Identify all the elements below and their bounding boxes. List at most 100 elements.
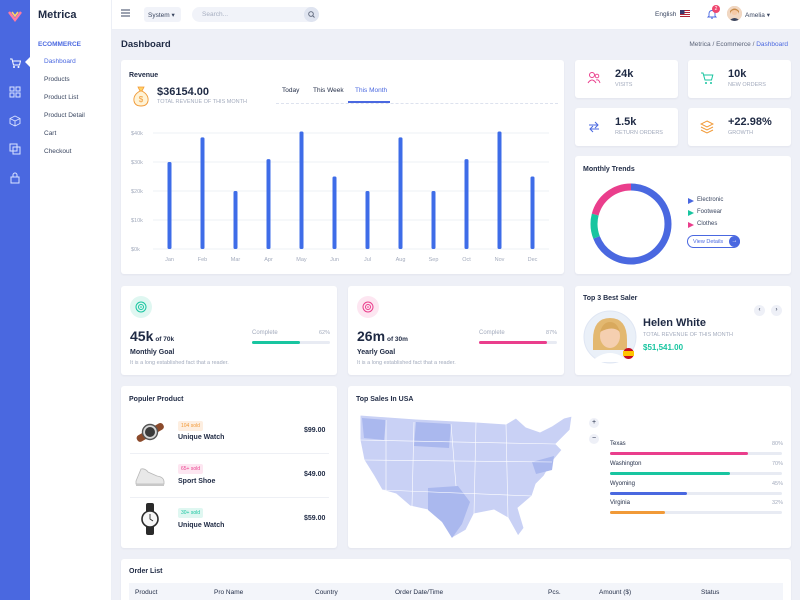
breadcrumb-ecommerce[interactable]: Ecommerce	[716, 41, 751, 48]
bar-sep[interactable]	[431, 191, 436, 249]
state-texas: Texas	[610, 441, 626, 447]
bar-jun[interactable]	[332, 176, 337, 250]
col-pro-name[interactable]: Pro Name	[214, 589, 244, 596]
search-icon[interactable]	[304, 7, 319, 22]
wyoming-region	[414, 422, 451, 448]
revenue-bar-chart: $0k $10k $20k $30k $40k Jan Feb Mar Apr May Jun Jul…	[131, 131, 549, 263]
system-select[interactable]: System ▾	[144, 7, 181, 22]
nav-item-dashboard[interactable]: Dashboard	[44, 58, 76, 65]
texas-region	[428, 486, 470, 538]
breadcrumb-metrica[interactable]: Metrica	[689, 41, 711, 48]
user-menu[interactable]: Amelia ▾	[745, 11, 770, 19]
monthly-goal-value: 45k	[130, 328, 154, 344]
state-virginia: Virginia	[610, 500, 630, 506]
next-saler-button[interactable]: ›	[771, 305, 782, 316]
sold-badge: 104 sold	[178, 421, 203, 431]
x-tick-label: Sep	[429, 257, 439, 263]
nav-item-product-detail[interactable]: Product Detail	[44, 112, 85, 119]
yearly-goal-pct: 87%	[546, 330, 558, 336]
revenue-card: Revenue $ $36154.00 TOTAL REVENUE OF THI…	[121, 60, 564, 274]
zoom-out-button[interactable]: −	[589, 434, 599, 444]
order-list-title: Order List	[129, 568, 163, 575]
arrow-right-icon[interactable]: →	[729, 236, 740, 247]
legend-clothes: Clothes	[697, 221, 718, 227]
users-icon	[587, 72, 601, 84]
saler-subtitle: TOTAL REVENUE OF THIS MONTH	[643, 332, 733, 338]
side-navigation: Metrica ECOMMERCE Dashboard Products Pro…	[30, 0, 112, 600]
yearly-goal-title: Yearly Goal	[357, 349, 396, 356]
stat-growth-label: GROWTH	[728, 130, 754, 136]
yearly-goal-value: 26m	[357, 328, 386, 344]
us-flag-icon[interactable]	[680, 10, 690, 17]
user-avatar[interactable]	[727, 6, 742, 21]
legend-marker-electronic	[688, 198, 694, 204]
col-pcs[interactable]: Pcs.	[548, 589, 561, 596]
col-order-date[interactable]: Order Date/Time	[395, 589, 444, 596]
y-tick-label: $30k	[131, 160, 143, 166]
language-select[interactable]: English	[655, 11, 677, 18]
stat-card-growth: +22.98% GROWTH	[688, 108, 791, 146]
menu-icon[interactable]	[121, 9, 130, 17]
tab-today[interactable]: Today	[282, 87, 300, 94]
yearly-goal-progress	[479, 341, 557, 344]
sport-shoe-image	[135, 468, 165, 486]
copy-icon[interactable]	[9, 143, 21, 155]
state-washington-pct: 70%	[772, 461, 784, 467]
svg-text:$: $	[139, 95, 144, 104]
bar-may[interactable]	[299, 131, 304, 249]
search-input[interactable]: Search...	[192, 7, 318, 22]
saler-name: Helen White	[643, 317, 706, 329]
bar-dec[interactable]	[530, 176, 535, 250]
bar-jul[interactable]	[365, 191, 370, 249]
prev-saler-button[interactable]: ‹	[754, 305, 765, 316]
nav-item-checkout[interactable]: Checkout	[44, 148, 72, 155]
cart-icon[interactable]	[9, 57, 21, 69]
legend-electronic: Electronic	[697, 197, 724, 203]
col-country[interactable]: Country	[315, 589, 338, 596]
order-list-card: Order List	[121, 559, 791, 600]
yearly-goal-of: of 30m	[386, 336, 408, 343]
x-tick-label: Feb	[198, 257, 207, 263]
tab-divider	[276, 103, 558, 104]
col-status[interactable]: Status	[701, 589, 720, 596]
tab-this-week[interactable]: This Week	[313, 87, 344, 94]
zoom-in-button[interactable]: +	[589, 418, 599, 428]
box-icon[interactable]	[9, 115, 21, 127]
bar-apr[interactable]	[266, 159, 271, 249]
nav-item-products[interactable]: Products	[44, 76, 70, 83]
sold-badge: 65+ sold	[178, 464, 204, 474]
col-product[interactable]: Product	[135, 589, 158, 596]
bar-mar[interactable]	[233, 191, 238, 249]
money-bag-icon: $	[133, 86, 149, 107]
tab-this-month[interactable]: This Month	[355, 87, 388, 94]
nav-section-title: ECOMMERCE	[38, 41, 81, 48]
logo-icon	[8, 11, 22, 22]
monthly-goal-desc: It is a long established fact that a rea…	[130, 360, 229, 366]
trends-donut-chart	[590, 183, 672, 265]
x-tick-label: Mar	[231, 257, 241, 263]
stat-card-returns: 1.5k RETURN ORDERS	[575, 108, 678, 146]
x-tick-label: Nov	[495, 257, 505, 263]
stat-returns-value: 1.5k	[615, 116, 637, 128]
col-amount[interactable]: Amount ($)	[599, 589, 632, 596]
donut-segment-clothes	[590, 183, 672, 265]
legend-marker-clothes	[688, 222, 694, 228]
spain-flag-icon	[623, 348, 634, 359]
bar-nov[interactable]	[497, 131, 502, 249]
nav-item-product-list[interactable]: Product List	[44, 94, 79, 101]
product-name: Unique Watch	[178, 522, 225, 529]
lock-icon[interactable]	[9, 172, 21, 184]
goal-icon-bg	[357, 296, 379, 318]
bar-oct[interactable]	[464, 159, 469, 249]
stat-card-visits: 24k VISITS	[575, 60, 678, 98]
virginia-region	[532, 456, 554, 474]
bar-jan[interactable]	[167, 162, 172, 249]
bar-aug[interactable]	[398, 137, 403, 249]
grid-icon[interactable]	[9, 86, 21, 98]
x-tick-label: Jan	[165, 257, 174, 263]
system-select-value: System	[148, 12, 170, 19]
bar-feb[interactable]	[200, 137, 205, 249]
x-tick-label: Dec	[528, 257, 538, 263]
nav-item-cart[interactable]: Cart	[44, 130, 57, 137]
yearly-goal-complete-label: Complete	[479, 330, 505, 336]
